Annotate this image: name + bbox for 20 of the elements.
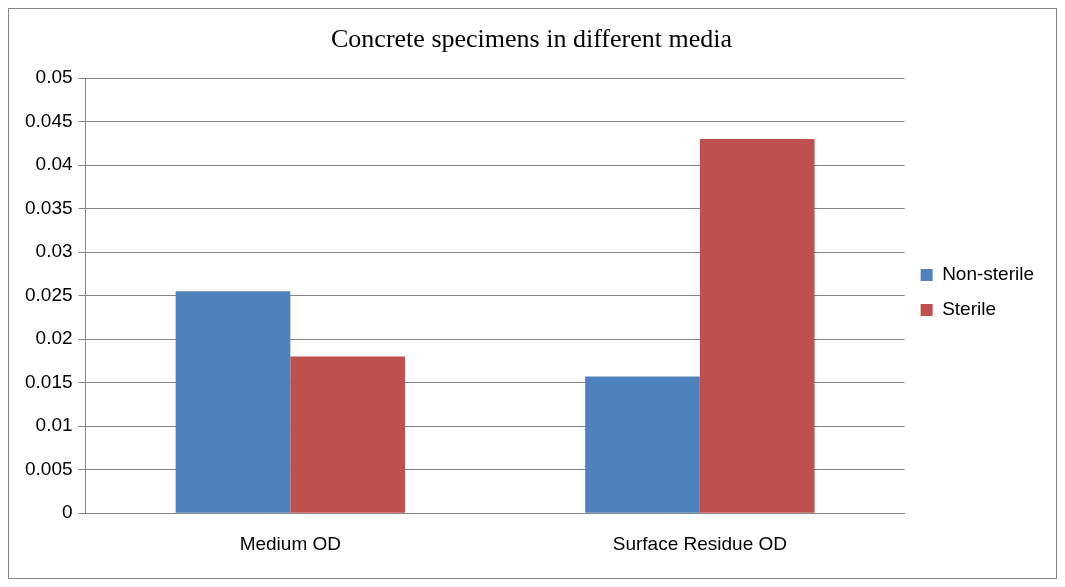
y-tick-label: 0.035 bbox=[25, 196, 73, 218]
y-tick-label: 0.02 bbox=[35, 327, 73, 349]
y-tick-label: 0.01 bbox=[35, 414, 73, 436]
bar bbox=[699, 139, 815, 513]
y-tick-label: 0.05 bbox=[35, 66, 73, 88]
bar bbox=[290, 356, 405, 513]
bar bbox=[175, 291, 291, 513]
x-tick-label: Medium OD bbox=[239, 532, 341, 554]
y-tick-label: 0.04 bbox=[35, 153, 73, 175]
y-tick-label: 0.005 bbox=[25, 457, 73, 479]
y-tick-label: 0.03 bbox=[35, 240, 73, 262]
x-tick-label: Surface Residue OD bbox=[612, 532, 787, 554]
bar bbox=[585, 376, 700, 513]
y-tick-label: 0.025 bbox=[25, 283, 73, 305]
legend-label: Sterile bbox=[942, 298, 996, 320]
legend-label: Non-sterile bbox=[942, 263, 1035, 285]
chart-title: Concrete specimens in different media bbox=[331, 24, 733, 54]
y-tick-label: 0 bbox=[61, 501, 73, 523]
y-tick-label: 0.015 bbox=[25, 370, 73, 392]
y-tick-label: 0.045 bbox=[25, 109, 73, 131]
